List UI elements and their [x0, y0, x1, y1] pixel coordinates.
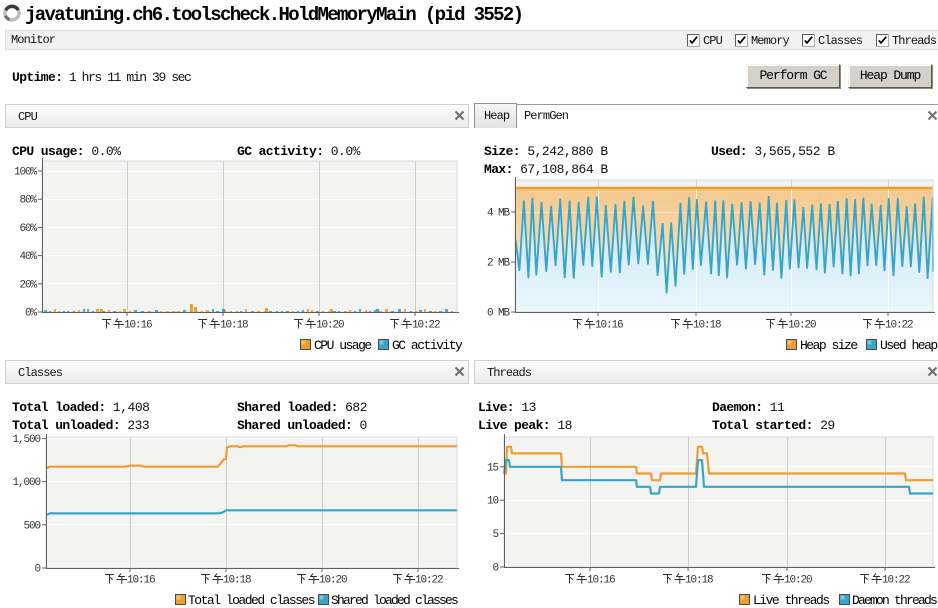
svg-text:10:18: 10:18: [693, 320, 721, 332]
svg-text:500: 500: [23, 520, 40, 532]
svg-text:0: 0: [34, 564, 40, 576]
svg-text:60%: 60%: [19, 223, 37, 235]
svg-text:100%: 100%: [14, 167, 38, 179]
svg-text:0%: 0%: [25, 308, 38, 320]
svg-text:10:20: 10:20: [319, 575, 347, 587]
svg-text:40%: 40%: [19, 251, 37, 263]
svg-text:2 MB: 2 MB: [487, 258, 511, 270]
svg-text:80%: 80%: [19, 195, 37, 207]
svg-text:10:16: 10:16: [124, 320, 152, 332]
svg-text:10:22: 10:22: [885, 320, 913, 332]
svg-text:15: 15: [487, 462, 499, 474]
svg-text:10:16: 10:16: [127, 575, 155, 587]
svg-text:10:18: 10:18: [220, 320, 248, 332]
svg-text:10:18: 10:18: [685, 575, 713, 587]
svg-text:10:20: 10:20: [784, 575, 812, 587]
svg-text:0 MB: 0 MB: [487, 308, 511, 320]
svg-text:0: 0: [492, 563, 498, 575]
svg-text:10:22: 10:22: [882, 575, 910, 587]
svg-text:10:18: 10:18: [223, 575, 251, 587]
svg-text:4 MB: 4 MB: [487, 208, 511, 220]
svg-text:20%: 20%: [19, 279, 37, 291]
svg-text:10: 10: [487, 496, 499, 508]
svg-text:1,000: 1,000: [12, 477, 40, 489]
svg-text:10:22: 10:22: [412, 320, 440, 332]
svg-text:10:16: 10:16: [595, 320, 623, 332]
svg-text:10:22: 10:22: [415, 575, 443, 587]
svg-text:1,500: 1,500: [12, 434, 40, 446]
svg-text:10:16: 10:16: [587, 575, 615, 587]
svg-text:10:20: 10:20: [316, 320, 344, 332]
svg-text:10:20: 10:20: [788, 320, 816, 332]
svg-text:5: 5: [492, 529, 498, 541]
